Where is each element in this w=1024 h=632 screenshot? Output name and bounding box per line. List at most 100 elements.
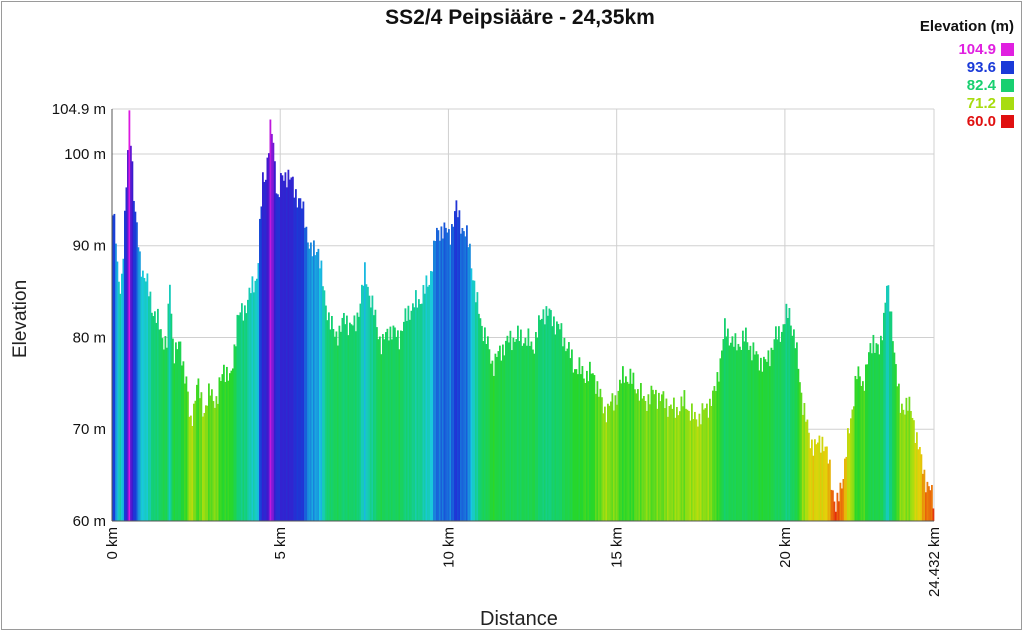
elevation-bar — [809, 448, 812, 521]
elevation-bar — [307, 242, 309, 521]
elevation-bar — [119, 293, 122, 521]
elevation-bar — [388, 340, 390, 521]
elevation-bar — [200, 392, 203, 521]
elevation-bar — [185, 376, 188, 521]
elevation-bar — [181, 365, 183, 521]
elevation-bar — [527, 328, 530, 521]
elevation-bar — [713, 386, 716, 521]
elevation-bar — [769, 366, 771, 521]
elevation-bar — [706, 403, 708, 521]
elevation-bar — [410, 310, 413, 521]
elevation-bar — [176, 349, 179, 521]
elevation-bar — [806, 419, 809, 521]
elevation-bar — [403, 321, 405, 521]
x-axis-label: Distance — [480, 608, 558, 630]
elevation-bar — [278, 197, 281, 521]
elevation-bar — [490, 363, 492, 521]
elevation-bar — [404, 308, 407, 521]
elevation-bar — [217, 403, 219, 521]
elevation-bar — [601, 397, 603, 521]
elevation-bar — [409, 319, 411, 521]
elevation-bar — [719, 358, 722, 521]
elevation-bar — [766, 361, 768, 521]
elevation-bar — [656, 408, 659, 521]
elevation-bar — [599, 388, 602, 521]
elevation-bar — [919, 446, 921, 521]
elevation-bar — [236, 314, 239, 521]
elevation-bar — [197, 378, 200, 521]
elevation-bar — [617, 390, 620, 521]
elevation-bar — [640, 383, 642, 521]
elevation-bar — [614, 395, 617, 521]
elevation-bar — [842, 479, 845, 521]
x-tick-label: 5 km — [272, 527, 289, 560]
elevation-bar — [908, 396, 911, 521]
elevation-bar — [770, 347, 773, 521]
elevation-bar — [290, 177, 293, 522]
legend-label: 60.0 — [966, 112, 996, 130]
axes-layer: 60 m 70 m 80 m 90 m 100 m 104.9 m 0 km 5 km 10 k… — [52, 101, 943, 597]
elevation-bar — [880, 335, 882, 521]
elevation-bar — [457, 217, 459, 521]
elevation-bar — [391, 339, 393, 521]
elevation-bar — [541, 318, 543, 521]
elevation-bar — [514, 341, 516, 521]
elevation-bar — [205, 405, 207, 521]
elevation-bar — [245, 313, 248, 521]
elevation-bar — [242, 320, 245, 521]
elevation-bar — [718, 381, 720, 521]
elevation-bar — [392, 325, 395, 521]
elevation-bar — [853, 406, 855, 521]
elevation-bar — [896, 386, 899, 521]
elevation-bar — [584, 382, 587, 521]
elevation-bar — [824, 446, 827, 521]
elevation-bar — [476, 292, 479, 521]
elevation-bar — [638, 400, 641, 521]
elevation-bar — [499, 345, 501, 521]
elevation-bar — [424, 293, 426, 521]
elevation-bar — [463, 231, 465, 522]
elevation-bar — [607, 403, 609, 521]
elevation-bar — [611, 393, 614, 521]
elevation-bar — [350, 324, 353, 521]
elevation-bar — [700, 424, 702, 521]
elevation-bar — [263, 181, 266, 522]
elevation-bar — [665, 398, 668, 521]
elevation-bar — [430, 271, 432, 521]
elevation-bar — [286, 187, 288, 521]
elevation-bar — [445, 227, 447, 521]
elevation-bar — [550, 310, 552, 521]
elevation-bar — [400, 330, 402, 521]
elevation-bar — [334, 336, 336, 521]
elevation-bar — [235, 346, 237, 521]
elevation-bar — [883, 312, 885, 521]
elevation-bar — [901, 403, 903, 521]
elevation-bar — [296, 207, 299, 521]
elevation-bar — [533, 353, 536, 521]
elevation-bar — [860, 385, 863, 521]
elevation-bar — [166, 347, 168, 521]
elevation-bar — [613, 410, 615, 521]
elevation-bar — [227, 380, 230, 521]
elevation-bar — [532, 349, 534, 521]
elevation-bar — [460, 233, 462, 521]
y-tick-label: 70 m — [73, 421, 106, 438]
elevation-bar — [827, 463, 830, 521]
elevation-bar — [704, 408, 707, 521]
elevation-bar — [454, 211, 456, 521]
elevation-bar — [755, 351, 758, 521]
elevation-bar — [727, 328, 729, 521]
elevation-bar — [701, 403, 704, 521]
elevation-bar — [524, 337, 527, 521]
elevation-bar — [313, 240, 315, 521]
elevation-bar — [910, 411, 912, 521]
elevation-bar — [215, 396, 218, 521]
elevation-bar — [650, 385, 653, 521]
elevation-bar — [662, 391, 665, 521]
elevation-bar — [446, 232, 449, 521]
elevation-bar — [731, 336, 734, 521]
elevation-bar — [886, 285, 888, 521]
elevation-bar — [241, 303, 243, 521]
elevation-bar — [551, 326, 554, 521]
elevation-bar — [299, 198, 302, 521]
